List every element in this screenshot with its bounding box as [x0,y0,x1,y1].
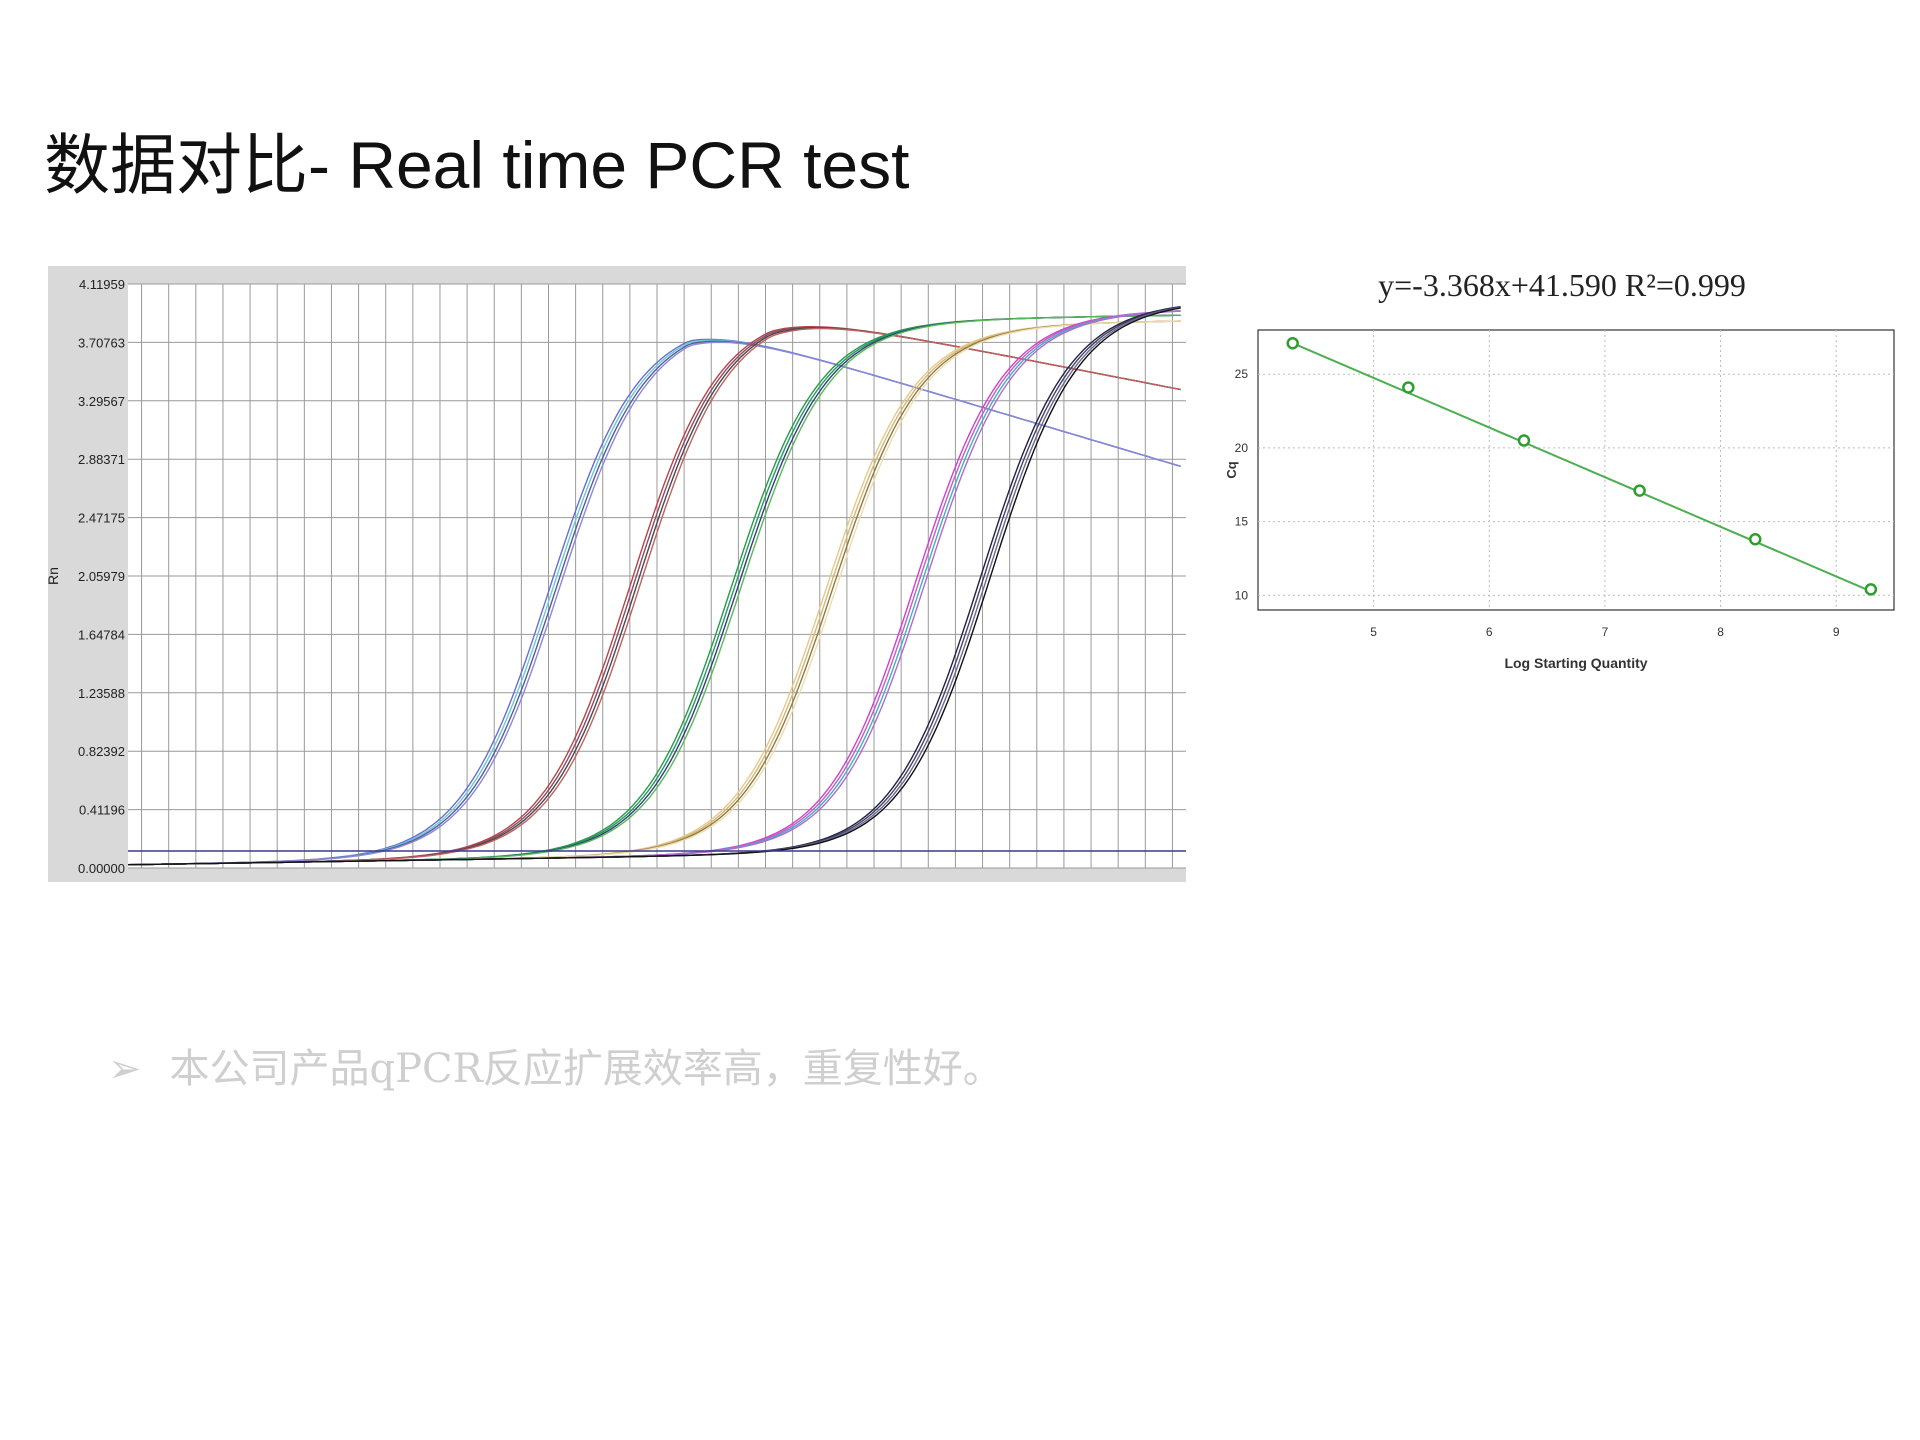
std-ylabel: Cq [1224,461,1239,478]
slide-title: 数据对比- Real time PCR test [44,128,910,202]
std-ytick-label: 25 [1235,367,1249,381]
std-xtick-label: 5 [1370,625,1377,639]
amp-ytick-label: 2.47175 [78,511,125,526]
bullet-arrow-icon: ➢ [108,1046,142,1092]
std-data-point [1402,381,1415,394]
std-ytick-label: 15 [1235,515,1249,529]
std-plot-frame [1257,329,1895,611]
std-xtick-label: 8 [1717,625,1724,639]
amp-ytick-label: 0.41196 [79,803,125,818]
std-ytick-label: 20 [1235,441,1249,455]
amp-curve-group1-rep4 [127,341,1181,866]
std-ytick-label: 10 [1235,588,1249,602]
amp-ytick-label: 0.82392 [78,744,125,759]
amp-ytick-label: 4.11959 [79,277,125,292]
amp-ytick-label: 3.29567 [78,394,125,409]
std-xlabel: Log Starting Quantity [1504,655,1647,671]
std-xtick-label: 9 [1833,625,1840,639]
amp-ytick-label: 2.05979 [78,569,125,584]
amp-ytick-label: 1.64784 [78,627,125,642]
std-title: y=-3.368x+41.590 R²=0.999 [1378,267,1746,303]
amplification-plot-panel: 4.11959 3.70763 3.29567 2.88371 2.47175 2.059… [48,266,1186,882]
std-data-point [1864,583,1878,596]
std-data-point [1286,337,1299,350]
bullet-item: ➢ 本公司产品qPCR反应扩展效率高，重复性好。 [108,1036,1003,1094]
amp-ytick-label: 3.70763 [78,335,125,350]
std-xtick-label: 6 [1486,625,1493,639]
amp-ytick-label: 2.88371 [78,452,125,467]
standard-curve-panel: y=-3.368x+41.590 R²=0.999 5 6 7 8 9 10 15 20 25 Lo… [1222,252,1902,732]
std-data-point [1633,484,1646,497]
amp-ylabel: Rn [48,567,61,585]
std-data-point [1517,434,1531,447]
amplification-plot: 4.11959 3.70763 3.29567 2.88371 2.47175 2.059… [48,266,1186,882]
amp-curve-group6-rep4 [128,307,1181,866]
standard-curve-plot: y=-3.368x+41.590 R²=0.999 5 6 7 8 9 10 15 20 25 Lo… [1224,267,1895,671]
amp-ytick-label: 0.00000 [78,861,125,876]
amp-ytick-label: 1.23588 [78,686,125,701]
std-fit-line [1292,342,1872,593]
std-data-point [1748,533,1762,546]
std-xtick-label: 7 [1602,625,1609,639]
bullet-text: 本公司产品qPCR反应扩展效率高，重复性好。 [169,1046,1003,1092]
